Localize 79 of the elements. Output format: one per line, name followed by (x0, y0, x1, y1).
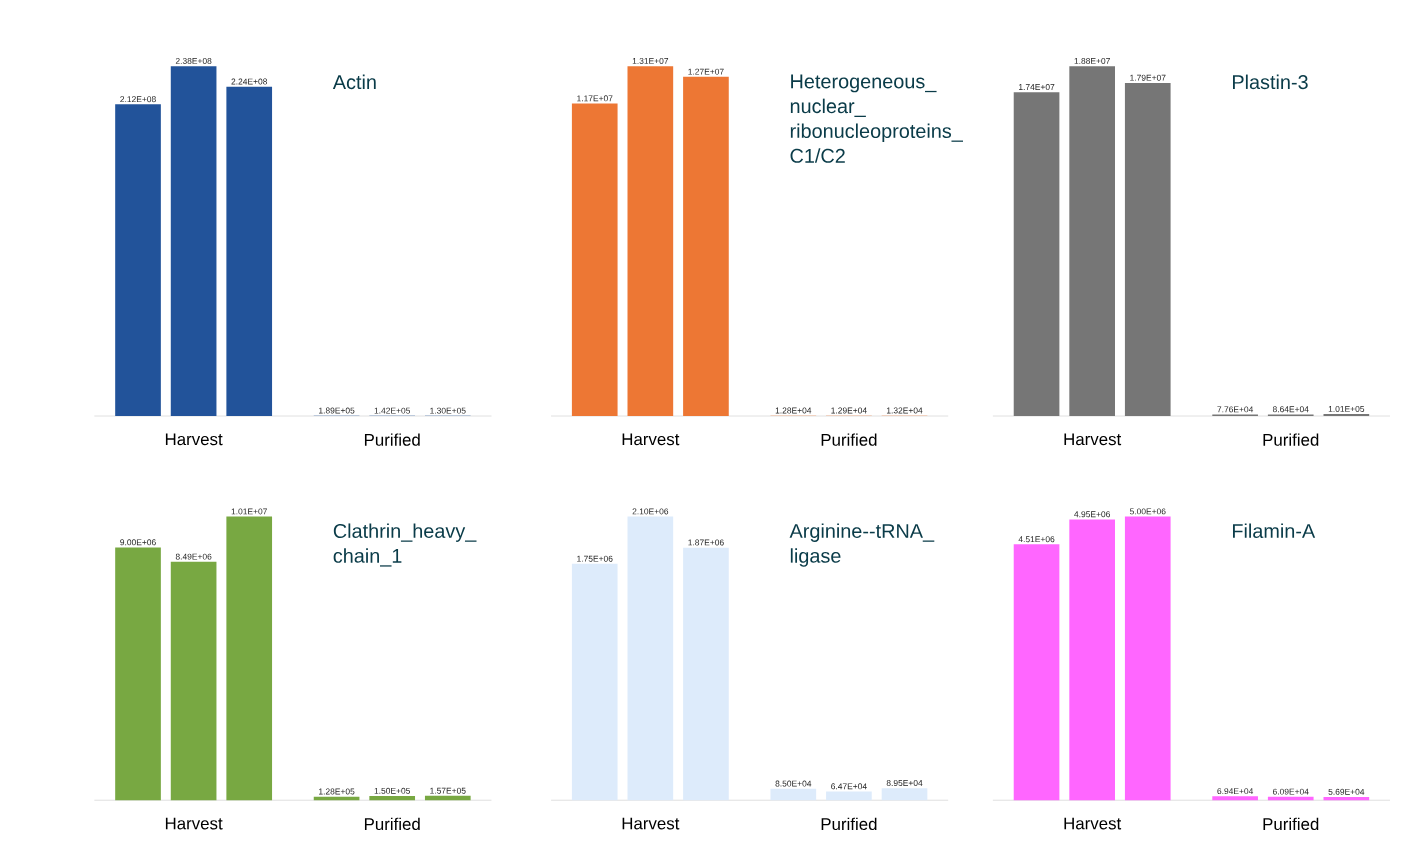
x-tick-label: Harvest (622, 433, 680, 446)
data-label: 1.32E+04 (886, 407, 923, 414)
bar (571, 563, 618, 801)
bar (369, 796, 416, 801)
bar (424, 795, 471, 801)
chart-title: Actin (332, 74, 376, 90)
data-label: 1.50E+05 (374, 787, 411, 794)
data-label: 1.79E+07 (1130, 74, 1166, 81)
data-label: 1.89E+05 (319, 407, 355, 414)
bar (1212, 796, 1258, 801)
data-label: 4.51E+06 (1018, 536, 1055, 543)
bar (627, 66, 674, 417)
bar (1323, 797, 1370, 801)
bar (226, 516, 273, 801)
x-tick-label: Harvest (1064, 817, 1122, 830)
data-label: 8.95E+04 (886, 780, 923, 787)
chart-title: Plastin-3 (1233, 74, 1308, 90)
data-label: 2.12E+08 (120, 96, 156, 103)
text: Clathrin_heavy_chain_1 (333, 523, 477, 567)
bar (1069, 519, 1115, 801)
bar (1124, 82, 1171, 417)
data-label: 2.24E+08 (231, 78, 268, 85)
data-label: 2.38E+08 (175, 58, 212, 65)
data-label: 1.57E+05 (430, 787, 466, 794)
data-label: 7.76E+04 (1217, 406, 1254, 413)
x-tick-label: Harvest (165, 433, 223, 446)
x-tick-label: Purified (821, 433, 877, 446)
bar (1013, 544, 1060, 801)
data-label: 1.28E+05 (319, 788, 355, 795)
bar (115, 547, 161, 801)
data-label: 8.49E+06 (175, 553, 212, 560)
x-tick-label: Purified (364, 433, 420, 446)
x-tick-label: Harvest (165, 817, 223, 830)
chart-title: Filamin-A (1233, 523, 1316, 539)
bar (170, 66, 217, 417)
data-label: 8.64E+04 (1272, 406, 1309, 413)
data-label: 9.00E+06 (120, 539, 156, 546)
data-label: 8.50E+04 (775, 780, 812, 787)
data-label: 1.30E+05 (430, 407, 466, 414)
data-label: 2.10E+06 (632, 508, 669, 515)
x-tick-label: Harvest (622, 817, 680, 830)
data-label: 1.42E+05 (374, 407, 411, 414)
data-label: 1.75E+06 (577, 555, 613, 562)
data-label: 1.31E+07 (632, 58, 669, 65)
x-tick-label: Purified (821, 817, 877, 831)
bar (1013, 92, 1060, 417)
text: Arginine--tRNA_ligase (789, 523, 935, 567)
bar (683, 547, 729, 801)
bar (1069, 66, 1115, 417)
bar (770, 788, 817, 801)
data-label: 1.01E+05 (1328, 406, 1365, 412)
bar (115, 104, 161, 417)
bar (627, 516, 674, 801)
data-label: 5.00E+06 (1129, 508, 1166, 515)
data-label: 4.95E+06 (1074, 511, 1110, 518)
bar (1124, 516, 1171, 801)
data-label: 5.69E+04 (1328, 788, 1365, 795)
x-tick-label: Purified (1263, 817, 1319, 831)
data-label: 1.28E+04 (775, 407, 812, 414)
text: Heterogeneous_nuclear_ribonucleoproteins_C1/C2 (790, 74, 964, 163)
bar (226, 86, 273, 417)
data-label: 6.47E+04 (831, 783, 867, 790)
x-tick-label: Harvest (1064, 433, 1122, 446)
bar (170, 561, 217, 801)
bar (571, 103, 618, 417)
data-label: 1.27E+07 (688, 68, 724, 75)
bar (683, 76, 729, 417)
data-label: 1.17E+07 (577, 95, 613, 102)
x-tick-label: Purified (1263, 433, 1319, 446)
data-label: 1.87E+06 (688, 539, 724, 546)
data-label: 6.94E+04 (1217, 788, 1254, 795)
data-label: 6.09E+04 (1272, 788, 1309, 795)
data-label: 1.88E+07 (1074, 58, 1110, 65)
data-label: 1.29E+04 (831, 407, 867, 414)
data-label: 1.01E+07 (231, 508, 267, 515)
bar (826, 791, 872, 801)
x-tick-label: Purified (364, 817, 420, 831)
bar (881, 788, 928, 801)
data-label: 1.74E+07 (1019, 84, 1055, 91)
